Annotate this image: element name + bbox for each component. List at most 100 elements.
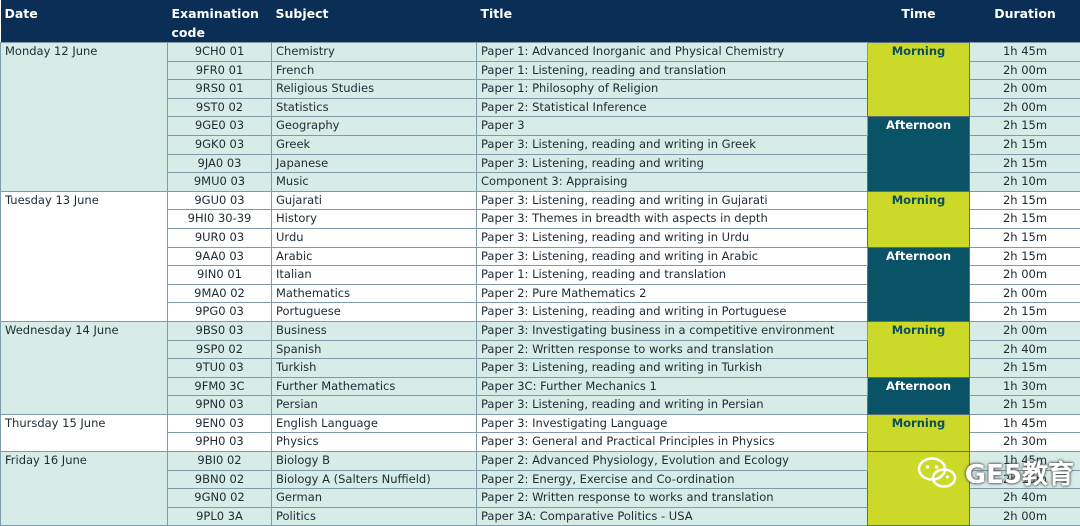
- paper-title: Paper 3: Listening, reading and writing …: [477, 303, 868, 322]
- date-cell: Monday 12 June: [1, 43, 168, 192]
- exam-code: 9PG0 03: [168, 303, 272, 322]
- subject: Chemistry: [272, 43, 477, 62]
- paper-title: Paper 3: Listening, reading and writing …: [477, 228, 868, 247]
- exam-code: 9FM0 3C: [168, 377, 272, 396]
- watermark-text: GE5教育: [965, 454, 1074, 491]
- paper-title: Paper 2: Advanced Physiology, Evolution …: [477, 452, 868, 471]
- paper-title: Paper 1: Advanced Inorganic and Physical…: [477, 43, 868, 62]
- exam-code: 9RS0 01: [168, 80, 272, 99]
- date-cell: Friday 16 June: [1, 452, 168, 526]
- paper-title: Paper 3: Themes in breadth with aspects …: [477, 210, 868, 229]
- duration: 2h 00m: [970, 80, 1080, 99]
- paper-title: Paper 2: Statistical Inference: [477, 98, 868, 117]
- paper-title: Paper 2: Energy, Exercise and Co-ordinat…: [477, 470, 868, 489]
- exam-code: 9HI0 30-39: [168, 210, 272, 229]
- exam-code: 9PH0 03: [168, 433, 272, 452]
- subject: Music: [272, 173, 477, 192]
- exam-code: 9GN0 02: [168, 489, 272, 508]
- exam-code: 9FR0 01: [168, 61, 272, 80]
- exam-code: 9JA0 03: [168, 154, 272, 173]
- paper-title: Paper 3C: Further Mechanics 1: [477, 377, 868, 396]
- exam-code: 9EN0 03: [168, 414, 272, 433]
- header-row: Date Examination code Subject Title Time…: [1, 0, 1080, 43]
- duration: 2h 15m: [970, 228, 1080, 247]
- duration: 2h 00m: [970, 61, 1080, 80]
- subject: Turkish: [272, 359, 477, 378]
- exam-code: 9SP0 02: [168, 340, 272, 359]
- session-time: Morning: [868, 43, 970, 117]
- exam-code: 9CH0 01: [168, 43, 272, 62]
- subject: German: [272, 489, 477, 508]
- exam-code: 9MU0 03: [168, 173, 272, 192]
- exam-code: 9BS0 03: [168, 321, 272, 340]
- exam-code: 9MA0 02: [168, 284, 272, 303]
- header-duration: Duration: [970, 0, 1080, 43]
- subject: Business: [272, 321, 477, 340]
- subject: Italian: [272, 266, 477, 285]
- session-time: Afternoon: [868, 117, 970, 191]
- session-time: Morning: [868, 191, 970, 247]
- exam-code: 9UR0 03: [168, 228, 272, 247]
- paper-title: Paper 3: Listening, reading and writing …: [477, 247, 868, 266]
- duration: 2h 00m: [970, 321, 1080, 340]
- subject: English Language: [272, 414, 477, 433]
- exam-code: 9GE0 03: [168, 117, 272, 136]
- subject: Physics: [272, 433, 477, 452]
- duration: 2h 00m: [970, 266, 1080, 285]
- paper-title: Paper 3: [477, 117, 868, 136]
- subject: Greek: [272, 135, 477, 154]
- paper-title: Paper 3: Investigating business in a com…: [477, 321, 868, 340]
- subject: Further Mathematics: [272, 377, 477, 396]
- paper-title: Component 3: Appraising: [477, 173, 868, 192]
- duration: 2h 00m: [970, 284, 1080, 303]
- paper-title: Paper 3: General and Practical Principle…: [477, 433, 868, 452]
- subject: Mathematics: [272, 284, 477, 303]
- subject: Geography: [272, 117, 477, 136]
- duration: 2h 15m: [970, 117, 1080, 136]
- subject: Japanese: [272, 154, 477, 173]
- paper-title: Paper 3A: Comparative Politics - USA: [477, 507, 868, 526]
- exam-code: 9BI0 02: [168, 452, 272, 471]
- paper-title: Paper 3: Investigating Language: [477, 414, 868, 433]
- duration: 2h 00m: [970, 507, 1080, 526]
- exam-code: 9AA0 03: [168, 247, 272, 266]
- exam-code: 9GK0 03: [168, 135, 272, 154]
- paper-title: Paper 3: Listening, reading and writing …: [477, 135, 868, 154]
- session-time: Morning: [868, 321, 970, 377]
- duration: 2h 40m: [970, 489, 1080, 508]
- header-title: Title: [477, 0, 868, 43]
- subject: Religious Studies: [272, 80, 477, 99]
- header-subject: Subject: [272, 0, 477, 43]
- subject: Statistics: [272, 98, 477, 117]
- duration: 2h 30m: [970, 433, 1080, 452]
- paper-title: Paper 1: Listening, reading and translat…: [477, 61, 868, 80]
- session-time: Morning: [868, 414, 970, 451]
- exam-code: 9TU0 03: [168, 359, 272, 378]
- header-date: Date: [1, 0, 168, 43]
- date-cell: Wednesday 14 June: [1, 321, 168, 414]
- paper-title: Paper 1: Listening, reading and translat…: [477, 266, 868, 285]
- duration: 1h 45m: [970, 43, 1080, 62]
- paper-title: Paper 2: Written response to works and t…: [477, 489, 868, 508]
- duration: 2h 15m: [970, 135, 1080, 154]
- duration: 2h 15m: [970, 247, 1080, 266]
- exam-code: 9PN0 03: [168, 396, 272, 415]
- header-code: Examination code: [168, 0, 272, 43]
- duration: 2h 15m: [970, 191, 1080, 210]
- duration: 2h 15m: [970, 210, 1080, 229]
- exam-code: 9GU0 03: [168, 191, 272, 210]
- duration: 2h 15m: [970, 303, 1080, 322]
- session-time: Afternoon: [868, 247, 970, 321]
- subject: Biology B: [272, 452, 477, 471]
- subject: Spanish: [272, 340, 477, 359]
- date-cell: Tuesday 13 June: [1, 191, 168, 321]
- subject: Biology A (Salters Nuffield): [272, 470, 477, 489]
- duration: 2h 15m: [970, 154, 1080, 173]
- subject: Persian: [272, 396, 477, 415]
- duration: 2h 15m: [970, 396, 1080, 415]
- exam-code: 9ST0 02: [168, 98, 272, 117]
- wechat-icon: [917, 456, 957, 490]
